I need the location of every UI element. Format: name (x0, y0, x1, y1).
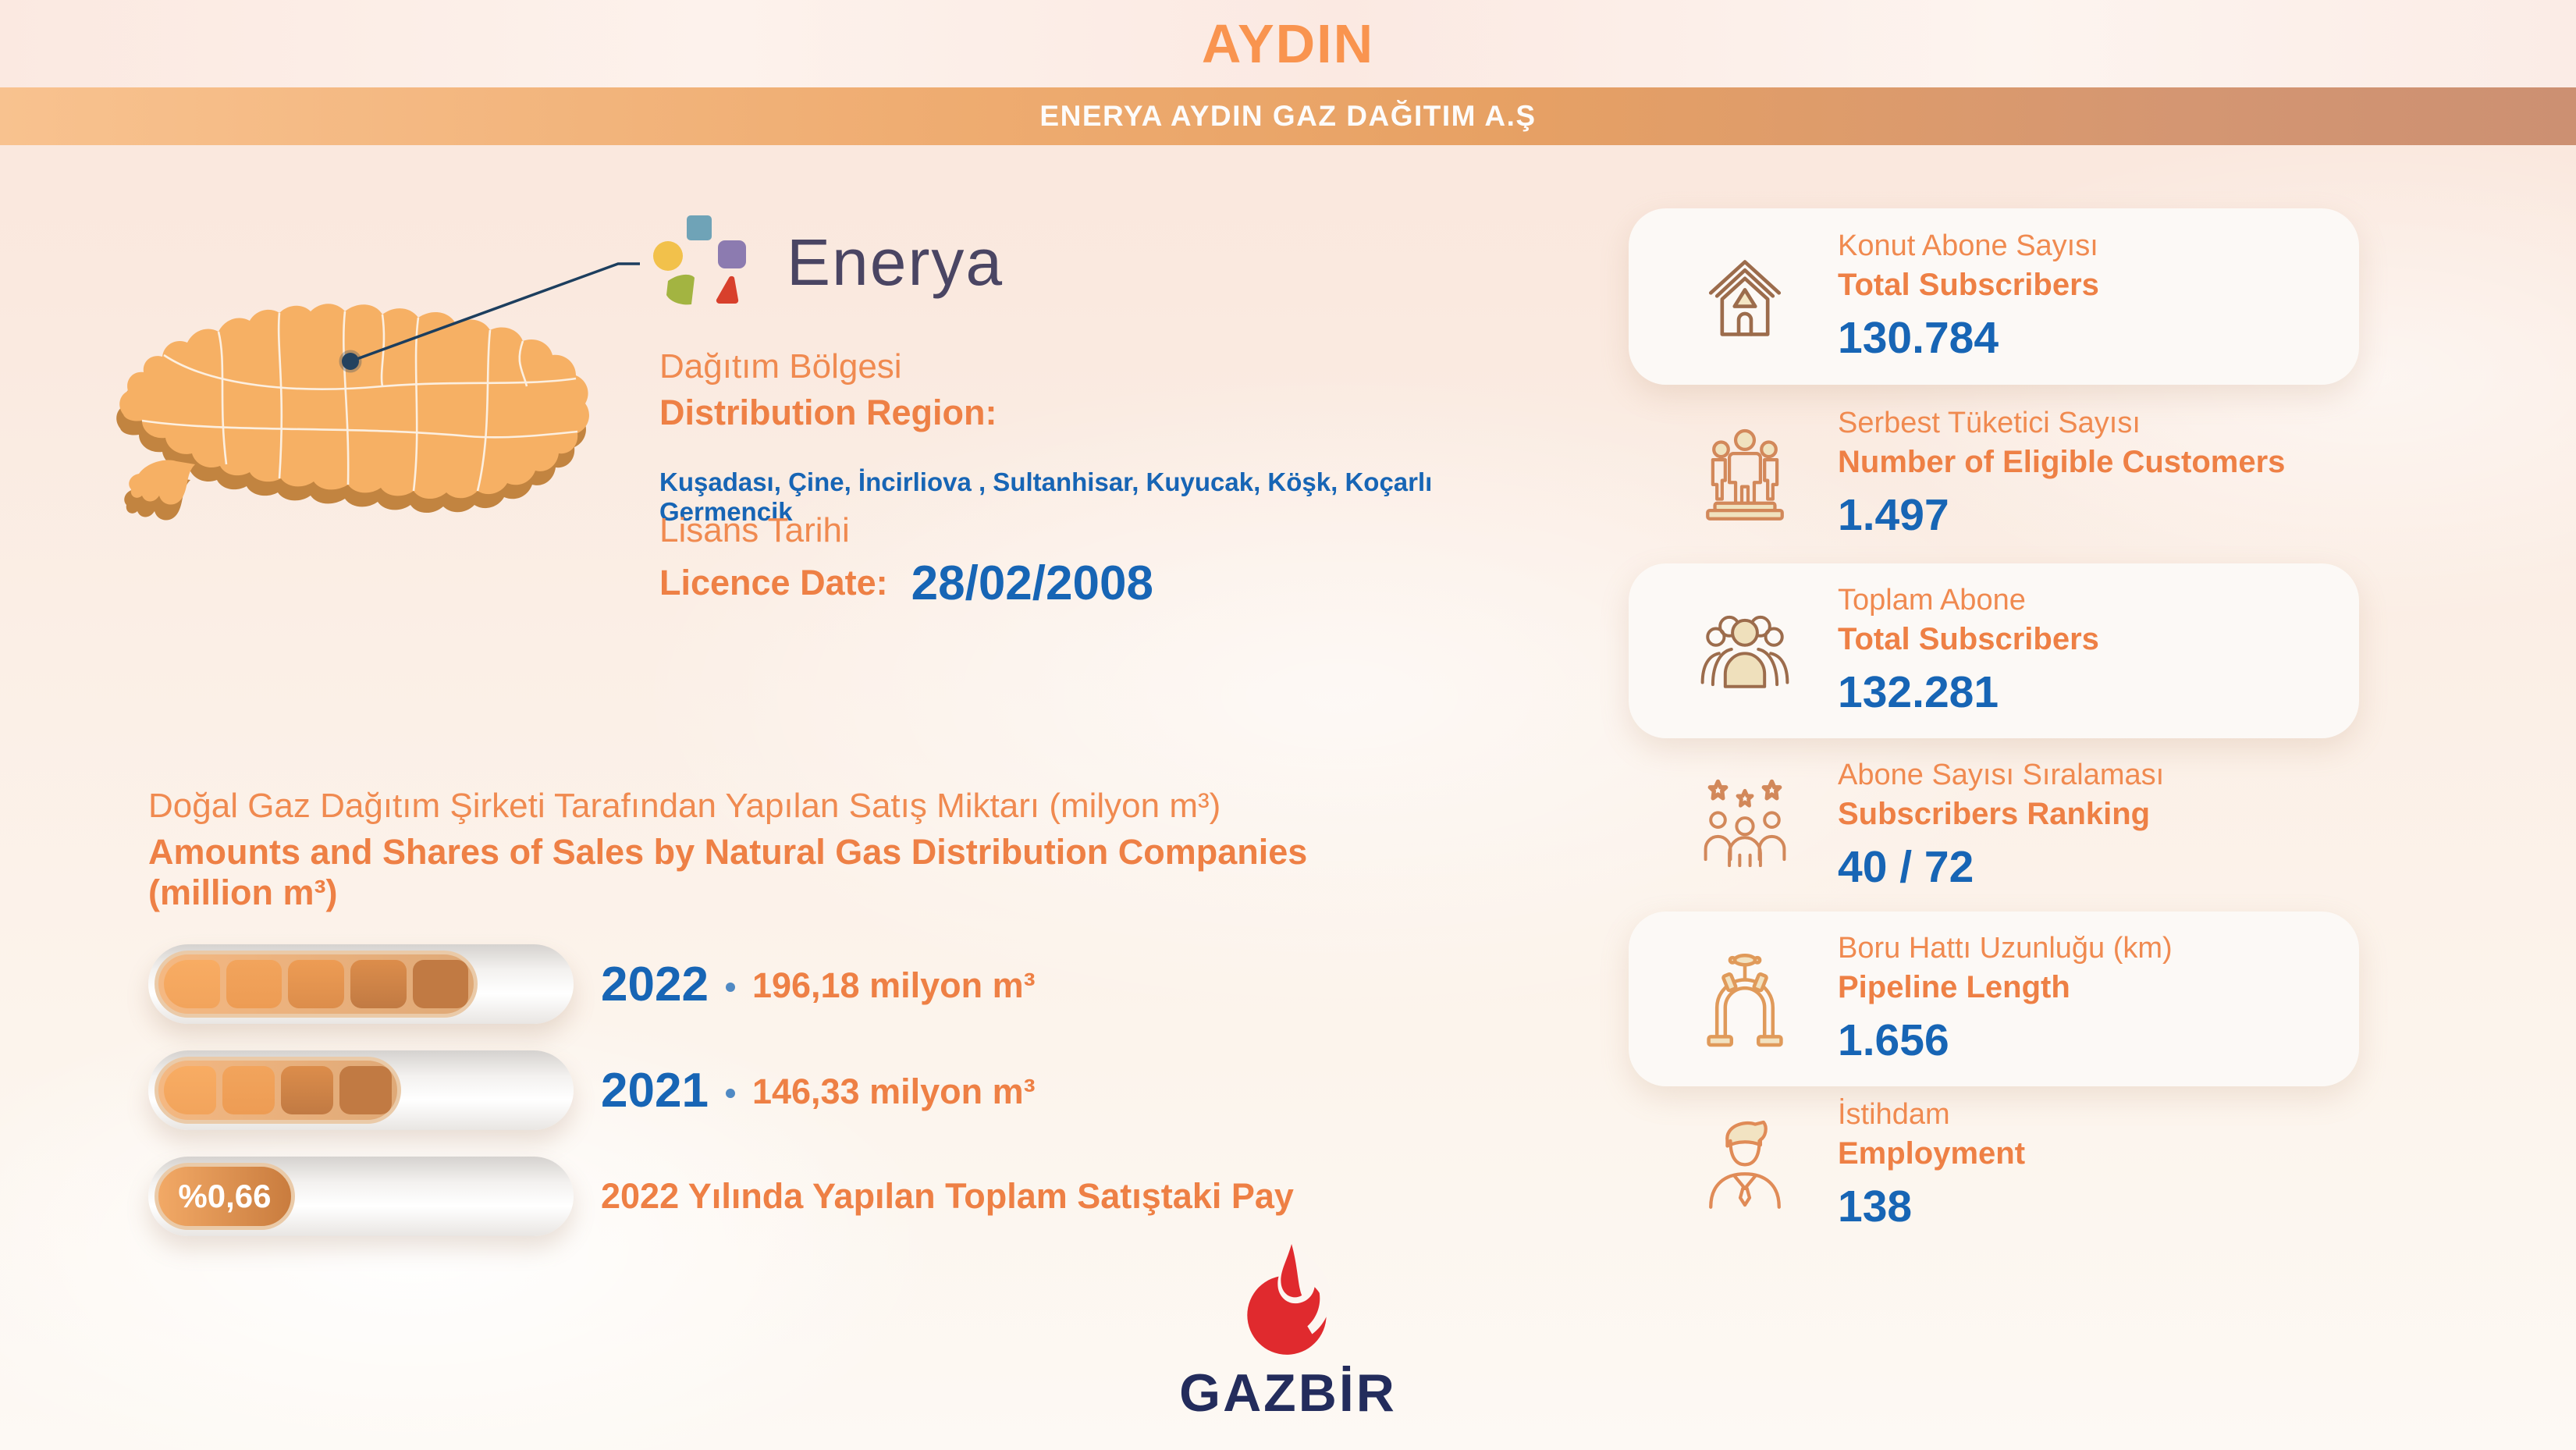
bar-segment (164, 960, 220, 1008)
bar-segment (339, 1066, 393, 1114)
bar-value: 146,33 milyon m³ (751, 1072, 1036, 1111)
page-title: AYDIN (1201, 13, 1375, 74)
separator-dot (725, 983, 735, 992)
stat-eligible-customers: Serbest Tüketici Sayısı Number of Eligib… (1629, 407, 2359, 540)
region-district-list: Kuşadası, Çine, İncirliova , Sultanhisar… (659, 467, 1433, 526)
bar-fill-2021 (155, 1057, 402, 1124)
bar-segment (281, 1066, 334, 1114)
sales-title-en: Amounts and Shares of Sales by Natural G… (148, 832, 1308, 912)
eligible-customers-icon (1706, 428, 1784, 521)
separator-dot (725, 1089, 735, 1098)
stat-title-en: Employment (1838, 1136, 2026, 1171)
stat-title-tr: İstihdam (1838, 1098, 1950, 1131)
stat-title-tr: Boru Hattı Uzunluğu (km) (1838, 932, 2173, 965)
ranking-stars-icon (1704, 779, 1786, 868)
region-label-tr: Dağıtım Bölgesi (659, 347, 902, 386)
licence-date-value: 28/02/2008 (911, 556, 1153, 610)
stat-title-tr: Serbest Tüketici Sayısı (1838, 407, 2141, 439)
stat-title-tr: Toplam Abone (1838, 584, 2026, 617)
bar-row-2021: 2021 146,33 milyon m³ (148, 1050, 1366, 1130)
org-name: ENERYA AYDIN GAZ DAĞITIM A.Ş (1039, 100, 1537, 132)
bar-track (148, 944, 574, 1024)
sales-title-tr: Doğal Gaz Dağıtım Şirketi Tarafından Yap… (148, 787, 1221, 825)
bar-year: 2022 (601, 957, 709, 1011)
licence-label-tr: Lisans Tarihi (659, 511, 850, 549)
stat-title-en: Total Subscribers (1838, 268, 2099, 302)
stat-title-en: Subscribers Ranking (1838, 797, 2151, 831)
bar-segment (226, 960, 282, 1008)
stat-value: 138 (1838, 1182, 1913, 1231)
stat-subscribers-ranking: Abone Sayısı Sıralaması Subscribers Rank… (1629, 759, 2359, 892)
stat-value: 1.656 (1838, 1015, 1949, 1065)
logo-square-teal (687, 215, 712, 240)
stat-title-en: Pipeline Length (1838, 970, 2070, 1004)
bar-fill-share: %0,66 (155, 1163, 295, 1230)
bar-segment (288, 960, 344, 1008)
crowd-icon (1700, 615, 1789, 688)
stat-title-tr: Abone Sayısı Sıralaması (1838, 759, 2165, 791)
bar-track: %0,66 (148, 1157, 574, 1236)
logo-leaf-green (666, 274, 695, 305)
stat-card-pipeline-length: Boru Hattı Uzunluğu (km) Pipeline Length… (1629, 912, 2359, 1086)
region-label-en: Distribution Region: (659, 393, 997, 432)
org-band: ENERYA AYDIN GAZ DAĞITIM A.Ş (0, 87, 2576, 145)
bar-year: 2021 (601, 1063, 709, 1118)
logo-circle-yellow (653, 241, 683, 271)
bar-value: 196,18 milyon m³ (751, 965, 1036, 1005)
bar-caption-share: 2022 Yılında Yapılan Toplam Satıştaki Pa… (601, 1176, 1294, 1216)
gazbir-logo-text: GAZBİR (1179, 1363, 1397, 1423)
gazbir-flame-icon (1246, 1244, 1331, 1355)
licence-label-en: Licence Date: (659, 563, 888, 602)
stat-card-konut-abone: Konut Abone Sayısı Total Subscribers 130… (1629, 208, 2359, 385)
bar-fill-2022 (155, 951, 478, 1018)
enerya-logo-mark (653, 215, 746, 305)
bar-label-2022: 2022 196,18 milyon m³ (601, 944, 1036, 1024)
stat-title-en: Number of Eligible Customers (1838, 445, 2286, 479)
stat-card-toplam-abone: Toplam Abone Total Subscribers 132.281 (1629, 563, 2359, 738)
province-map (116, 304, 589, 521)
bar-track (148, 1050, 574, 1130)
logo-square-purple (718, 240, 746, 268)
region-block: Dağıtım Bölgesi Distribution Region: Kuş… (659, 347, 1440, 527)
stat-value: 132.281 (1838, 667, 1999, 717)
footer: GAZBİR (0, 1242, 2576, 1423)
bar-label-2021: 2021 146,33 milyon m³ (601, 1050, 1036, 1130)
licence-block: Lisans Tarihi Licence Date: 28/02/2008 (659, 511, 1440, 608)
logo-triangle-red (716, 275, 739, 304)
bar-segment (412, 960, 469, 1008)
share-percent-label: %0,66 (178, 1178, 272, 1214)
stat-value: 40 / 72 (1838, 842, 1974, 892)
employee-icon (1709, 1120, 1781, 1209)
stat-value: 130.784 (1838, 313, 1999, 363)
bar-segment (164, 1066, 217, 1114)
stat-value: 1.497 (1838, 490, 1949, 540)
bar-segment (222, 1066, 275, 1114)
map-peninsula (129, 460, 195, 505)
stat-title-tr: Konut Abone Sayısı (1838, 229, 2098, 262)
house-icon (1708, 260, 1782, 336)
bar-row-2022: 2022 196,18 milyon m³ (148, 944, 1366, 1024)
stat-title-en: Total Subscribers (1838, 622, 2099, 656)
bar-segment (350, 960, 407, 1008)
header-strip: AYDIN (0, 0, 2576, 87)
enerya-logo-text: Enerya (787, 226, 1004, 299)
pipeline-valve-icon (1707, 954, 1783, 1047)
bar-row-share: %0,66 2022 Yılında Yapılan Toplam Satışt… (148, 1157, 1366, 1236)
sales-section-title: Doğal Gaz Dağıtım Şirketi Tarafından Yap… (148, 787, 1358, 913)
stat-employment: İstihdam Employment 138 (1629, 1098, 2359, 1231)
